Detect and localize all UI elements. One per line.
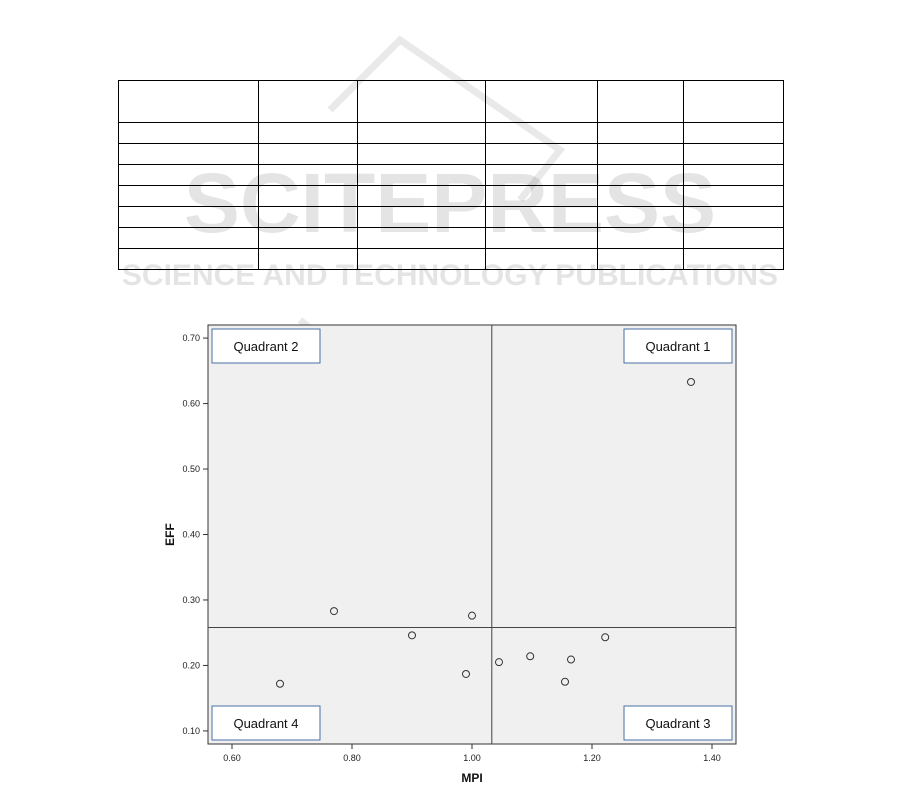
y-tick-label: 0.50 [182,464,200,474]
table-cell [357,80,486,123]
table-cell [597,206,684,228]
table-cell [118,248,259,270]
quadrant-label-box [623,328,733,364]
table-cell [597,80,684,123]
y-axis-title: EFF [163,523,177,546]
data-point [687,377,695,386]
table-cell [683,185,784,207]
data-point [526,652,535,661]
table-header-row [118,80,784,123]
table-cell [118,122,259,144]
quadrant-label: Quadrant 2 [233,339,298,354]
table-cell [683,122,784,144]
table-cell [258,164,358,186]
x-tick-label: 0.60 [223,753,241,763]
table-cell [597,185,684,207]
table-cell [683,143,784,165]
table-cell [485,248,598,270]
table-cell [118,80,259,123]
table-cell [357,143,486,165]
table-cell [357,206,486,228]
data-point [601,633,610,642]
table-body [118,80,784,270]
table-cell [118,227,259,249]
data-point [462,669,470,678]
table-cell [485,143,598,165]
table-cell [357,185,486,207]
data-point [468,611,476,620]
y-tick-label: 0.60 [182,399,200,409]
table-cell [683,80,784,123]
table-cell [597,122,684,144]
y-tick-label: 0.70 [182,333,200,343]
table-cell [485,206,598,228]
table-cell [357,122,486,144]
table-cell [258,248,358,270]
table-cell [357,227,486,249]
data-point [330,607,338,616]
table-cell [597,164,684,186]
data-point [408,631,416,640]
table-cell [118,143,259,165]
plot-area [207,324,737,745]
x-tick-label: 0.80 [343,753,361,763]
quadrant-label-box [211,705,321,741]
table-row [118,164,784,186]
y-tick-label: 0.20 [182,660,200,670]
table-cell [258,122,358,144]
table-cell [485,80,598,123]
x-tick-label: 1.20 [583,753,601,763]
table-cell [597,248,684,270]
x-tick-label: 1.00 [463,753,481,763]
table-cell [258,206,358,228]
table-cell [485,122,598,144]
table-row [118,185,784,207]
table-cell [683,164,784,186]
table-cell [258,185,358,207]
quadrant-label: Quadrant 3 [645,716,710,731]
table-cell [258,80,358,123]
table-cell [485,164,598,186]
quadrant-label-box [211,328,321,364]
quadrant-label: Quadrant 4 [233,716,298,731]
table-cell [683,206,784,228]
table-cell [357,248,486,270]
table-row [118,206,784,228]
data-point [567,655,575,664]
table-cell [118,206,259,228]
table-row [118,227,784,249]
x-axis-title: MPI [461,771,482,785]
quadrant-label-box [623,705,733,741]
table-cell [597,227,684,249]
table-cell [258,227,358,249]
table-cell [258,143,358,165]
table-cell [485,185,598,207]
quadrant-label: Quadrant 1 [645,339,710,354]
data-point [561,677,569,686]
x-tick-label: 1.40 [703,753,721,763]
y-tick-label: 0.30 [182,595,200,605]
table-row [118,143,784,165]
table-cell [357,164,486,186]
table-row [118,122,784,144]
table-cell [118,164,259,186]
data-point [276,679,284,688]
table-cell [118,185,259,207]
table-cell [485,227,598,249]
chart-root: 0.60 0.80 1.00 1.20 1.40 0.10 0.20 0.30 0.40 0.50… [163,324,737,785]
scatter-chart: 0.60 0.80 1.00 1.20 1.40 0.10 0.20 0.30 0.40 0.50… [163,324,737,785]
data-point [495,658,503,667]
table-cell [597,143,684,165]
table-row [118,248,784,270]
y-tick-label: 0.40 [182,530,200,540]
table-cell [683,248,784,270]
y-tick-label: 0.10 [182,726,200,736]
empty-data-table [118,80,784,270]
table-cell [683,227,784,249]
